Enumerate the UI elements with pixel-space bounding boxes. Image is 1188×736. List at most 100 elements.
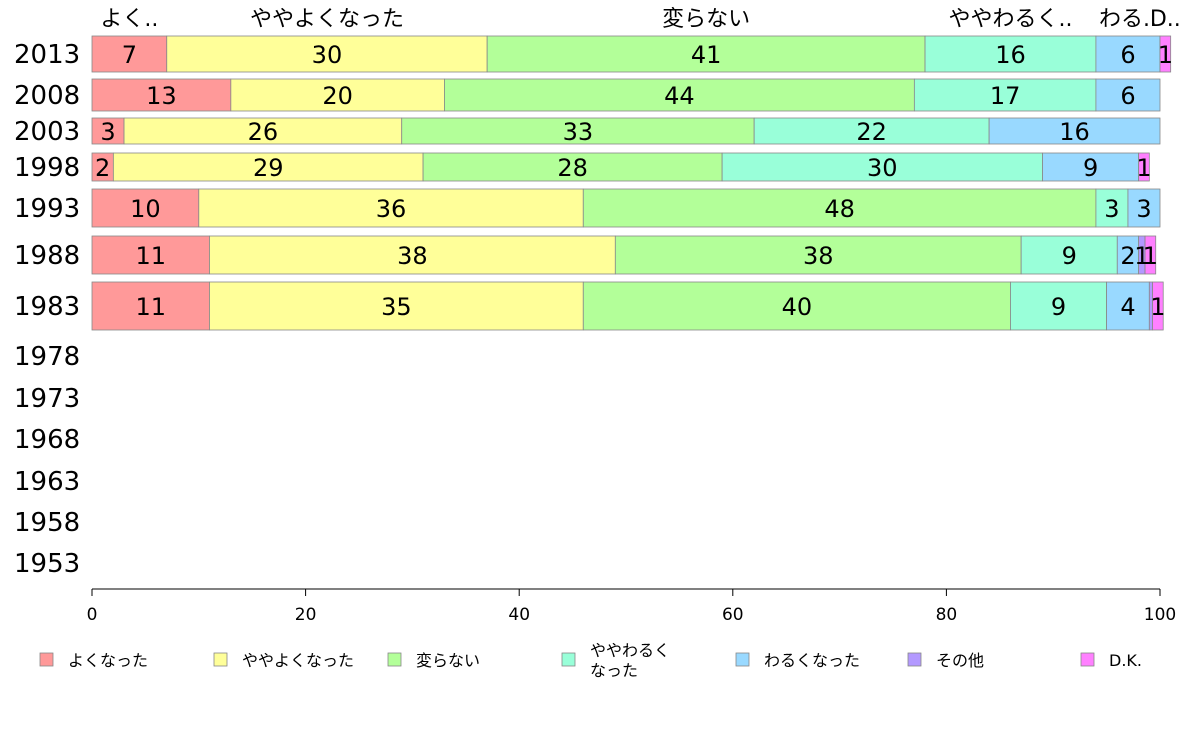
x-tick-label-100: 100 [1144, 605, 1176, 625]
bar-label-2003-series-3: 22 [856, 118, 887, 146]
bar-label-1983-series-0: 11 [135, 293, 166, 321]
bar-label-1998-series-0: 2 [95, 154, 110, 182]
bar-label-1998-series-3: 30 [867, 154, 898, 182]
bar-label-1993-series-1: 36 [376, 195, 407, 223]
bar-label-1988-series-6: 1 [1143, 242, 1158, 270]
bar-label-1998-series-4: 9 [1083, 154, 1098, 182]
bar-1993-series-2 [582, 188, 1097, 228]
year-label-1973: 1973 [14, 384, 80, 414]
bar-2008-series-0 [91, 78, 232, 112]
year-label-1988: 1988 [14, 241, 80, 271]
year-label-1958: 1958 [14, 508, 80, 538]
bar-1998-series-1 [112, 152, 424, 182]
bar-label-2008-series-2: 44 [664, 82, 695, 110]
bar-2003-series-3 [753, 117, 990, 145]
bar-label-1983-series-6: 1 [1150, 293, 1165, 321]
bar-2013-series-2 [486, 35, 926, 73]
bar-2013-series-1 [166, 35, 488, 73]
year-label-1983: 1983 [14, 292, 80, 322]
bar-2008-series-4 [1095, 78, 1161, 112]
bar-label-1993-series-4: 3 [1136, 195, 1151, 223]
bar-label-1988-series-2: 38 [803, 242, 834, 270]
bar-label-1988-series-3: 9 [1062, 242, 1077, 270]
year-label-1953: 1953 [14, 549, 80, 579]
series-top-labels: よく.. ややよくなった 変らない ややわるく.. わる..D.. [100, 7, 1180, 32]
bar-2003-series-1 [123, 117, 403, 145]
legend-swatch-2 [387, 652, 402, 667]
bar-label-2003-series-4: 16 [1059, 118, 1090, 146]
legend-swatch-3 [561, 652, 576, 667]
year-labels: 1953 1958 1963 1968 1973 1978 1983 1988 1993 1998… [14, 40, 80, 579]
bar-label-1988-series-1: 38 [397, 242, 428, 270]
bar-label-1998-series-2: 28 [557, 154, 588, 182]
bar-2013-series-0 [91, 35, 168, 73]
bar-2008-series-2 [444, 78, 915, 112]
legend-label-0: よくなった [68, 651, 148, 670]
bar-label-2003-series-2: 33 [563, 118, 594, 146]
bar-label-2008-series-1: 20 [322, 82, 353, 110]
bar-2008-series-1 [230, 78, 445, 112]
year-label-2013: 2013 [14, 40, 80, 70]
legend-swatch-1 [213, 652, 228, 667]
bar-label-2003-series-1: 26 [248, 118, 279, 146]
legend-label-3: ややわるくなった [590, 641, 670, 680]
bar-label-1983-series-1: 35 [381, 293, 412, 321]
bar-label-1988-series-0: 11 [135, 242, 166, 270]
bar-label-1993-series-3: 3 [1104, 195, 1119, 223]
legend-swatch-6 [1080, 652, 1095, 667]
bar-1988-series-0 [91, 235, 210, 275]
legend-label-1: ややよくなった [242, 651, 354, 670]
bar-1988-series-1 [209, 235, 616, 275]
top-label-series-6: D.. [1150, 7, 1181, 32]
bar-label-2013-series-6: 1 [1158, 41, 1173, 69]
bar-label-2013-series-2: 41 [691, 41, 722, 69]
bar-1983-series-3 [1010, 281, 1107, 331]
bar-label-2008-series-4: 6 [1120, 82, 1135, 110]
legend-label-5: その他 [936, 651, 984, 670]
year-label-2008: 2008 [14, 81, 80, 111]
top-label-series-2: 変らない [662, 7, 750, 32]
bar-1993-series-0 [91, 188, 200, 228]
legend-label-4: わるくなった [764, 651, 860, 670]
year-label-1978: 1978 [14, 342, 80, 372]
top-label-series-1: ややよくなった [250, 7, 404, 32]
x-axis: 0 20 40 60 80 100 [87, 588, 1176, 625]
bar-1983-series-2 [582, 281, 1011, 331]
year-label-2003: 2003 [14, 117, 80, 147]
year-label-1963: 1963 [14, 467, 80, 497]
top-label-series-4: わる.. [1099, 7, 1157, 32]
top-label-series-0: よく.. [100, 7, 158, 32]
bar-label-2008-series-0: 13 [146, 82, 177, 110]
bar-label-2013-series-4: 6 [1120, 41, 1135, 69]
bar-label-1983-series-4: 4 [1120, 293, 1135, 321]
bar-label-2013-series-3: 16 [995, 41, 1026, 69]
bar-label-1998-series-6: 1 [1136, 154, 1151, 182]
bar-1998-series-6 [1138, 152, 1150, 182]
bar-label-1993-series-2: 48 [824, 195, 855, 223]
bar-1983-series-0 [91, 281, 210, 331]
bar-1988-series-3 [1020, 235, 1118, 275]
bar-1998-series-3 [721, 152, 1043, 182]
bar-label-2008-series-3: 17 [990, 82, 1021, 110]
legend-label-2: 変らない [416, 651, 480, 670]
bar-1988-series-6 [1144, 235, 1157, 275]
bar-1993-series-4 [1127, 188, 1161, 228]
bar-1983-series-1 [209, 281, 584, 331]
bar-1983-series-4 [1106, 281, 1150, 331]
x-tick-label-80: 80 [936, 605, 958, 625]
legend-swatch-4 [735, 652, 750, 667]
year-label-1968: 1968 [14, 425, 80, 455]
year-label-1993: 1993 [14, 194, 80, 224]
top-label-series-3: ややわるく.. [948, 7, 1072, 32]
x-tick-label-40: 40 [508, 605, 530, 625]
bar-1998-series-4 [1042, 152, 1140, 182]
bar-label-1983-series-3: 9 [1051, 293, 1066, 321]
bar-label-1993-series-0: 10 [130, 195, 161, 223]
year-label-1998: 1998 [14, 153, 80, 183]
bar-label-1998-series-1: 29 [253, 154, 284, 182]
legend-label-6: D.K. [1109, 651, 1142, 670]
bar-label-1983-series-2: 40 [782, 293, 813, 321]
legend-swatch-0 [39, 652, 54, 667]
bar-1983-series-6 [1152, 281, 1164, 331]
